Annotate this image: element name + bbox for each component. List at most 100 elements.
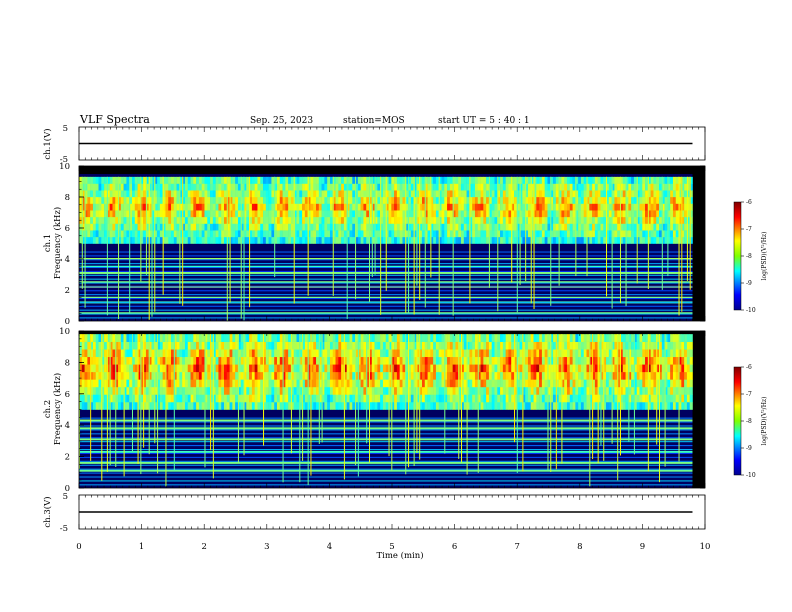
spectrogram-cell: [569, 341, 573, 350]
spectrogram-cell: [494, 364, 498, 373]
spectrogram-cell: [421, 196, 426, 204]
spectrogram-cell: [304, 334, 308, 342]
spectrogram-cell: [190, 236, 194, 244]
spectrogram-cell: [645, 386, 649, 395]
spectrogram-cell: [304, 341, 308, 350]
spectrogram-cell: [324, 379, 328, 388]
spectrogram-cell: [402, 349, 406, 358]
spectrogram-cell: [84, 401, 88, 410]
spectrogram-cell: [140, 371, 144, 380]
spectrogram-cell: [285, 364, 289, 373]
spectrogram-cell: [455, 401, 459, 410]
date-label: Sep. 25, 2023: [250, 116, 313, 126]
spectrogram-cell: [681, 183, 685, 191]
spectrogram-cell: [430, 210, 434, 218]
spectrogram-cell: [159, 210, 163, 218]
narrowband-line: [79, 433, 693, 435]
ch2-colorbar: [733, 366, 742, 476]
spectrogram-cell: [639, 230, 643, 238]
spectrogram-cell: [90, 230, 94, 238]
spectrogram-cell: [120, 334, 124, 342]
spectrogram-cell: [452, 203, 456, 211]
spectrogram-cell: [346, 379, 350, 388]
spectrogram-cell: [210, 379, 214, 388]
spectrogram-cell: [438, 190, 442, 198]
spectrogram-cell: [215, 190, 219, 198]
sferic-spike: [530, 176, 532, 304]
spectrogram-cell: [541, 236, 545, 244]
spectrogram-cell: [472, 341, 476, 350]
spectrogram-cell: [455, 176, 459, 184]
spectrogram-cell: [402, 216, 406, 224]
spectrogram-cell: [410, 183, 414, 191]
spectrogram-cell: [335, 386, 339, 395]
spectrogram-cell: [686, 386, 690, 395]
spectrogram-cell: [667, 203, 671, 211]
spectrogram-cell: [410, 364, 414, 373]
spectrogram-cell: [327, 386, 331, 395]
spectrogram-cell: [285, 176, 289, 184]
spectrogram-cell: [394, 371, 398, 380]
spectrogram-cell: [165, 379, 169, 388]
spectrogram-cell: [597, 394, 601, 403]
spectrogram-cell: [310, 176, 314, 184]
spectrogram-cell: [274, 236, 278, 244]
spectrogram-cell: [299, 401, 303, 410]
spectrogram-cell: [290, 341, 295, 350]
spectrogram-cell: [299, 349, 303, 358]
spectrogram-cell: [382, 341, 387, 350]
spectrogram-cell: [461, 401, 465, 410]
spectrogram-cell: [224, 183, 228, 191]
spectrogram-cell: [285, 230, 289, 238]
spectrogram-cell: [508, 341, 512, 350]
spectrogram-cell: [592, 349, 596, 358]
spectrogram-cell: [650, 230, 654, 238]
sferic-spike: [408, 176, 410, 314]
spectrogram-cell: [385, 236, 389, 244]
spectrogram-cell: [413, 176, 417, 184]
spectrogram-cell: [237, 356, 242, 365]
spectrogram-cell: [486, 190, 490, 198]
spectrogram-cell: [642, 190, 646, 198]
spectrogram-cell: [619, 196, 624, 204]
spectrogram-cell: [282, 176, 286, 184]
spectrogram-cell: [611, 196, 615, 204]
spectrogram-cell: [176, 196, 180, 204]
sferic-spike: [131, 334, 133, 452]
spectrogram-cell: [316, 183, 320, 191]
spectrogram-cell: [611, 210, 615, 218]
spectrogram-cell: [143, 236, 147, 244]
spectrogram-cell: [547, 349, 551, 358]
freq-tick-label: 4: [65, 421, 70, 431]
spectrogram-cell: [190, 230, 194, 238]
spectrogram-cell: [260, 334, 264, 342]
spectrogram-cell: [296, 341, 300, 350]
spectrogram-cell: [561, 394, 565, 403]
spectrogram-cell: [98, 371, 102, 380]
spectrogram-cell: [452, 176, 456, 184]
spectrogram-cell: [419, 176, 423, 184]
spectrogram-cell: [522, 401, 526, 410]
spectrogram-cell: [369, 236, 373, 244]
spectrogram-cell: [271, 334, 275, 342]
spectrogram-cell: [352, 236, 356, 244]
spectrogram-cell: [87, 379, 91, 388]
spectrogram-cell: [408, 190, 412, 198]
spectrogram-cell: [95, 371, 99, 380]
spectrogram-cell: [120, 356, 124, 365]
spectrogram-cell: [232, 210, 236, 218]
spectrogram-cell: [215, 210, 219, 218]
spectrogram-cell: [357, 356, 361, 365]
spectrogram-cell: [483, 230, 487, 238]
spectrogram-cell: [600, 371, 604, 380]
spectrogram-cell: [564, 356, 568, 365]
spectrogram-cell: [123, 176, 127, 184]
spectrogram-cell: [251, 356, 255, 365]
spectrogram-cell: [276, 394, 281, 403]
spectrogram-cell: [109, 364, 113, 373]
colorbar-tick-label: -10: [746, 472, 756, 479]
spectrogram-cell: [659, 196, 663, 204]
spectrogram-cell: [382, 394, 387, 403]
spectrogram-cell: [447, 196, 451, 204]
spectrogram-cell: [123, 379, 127, 388]
